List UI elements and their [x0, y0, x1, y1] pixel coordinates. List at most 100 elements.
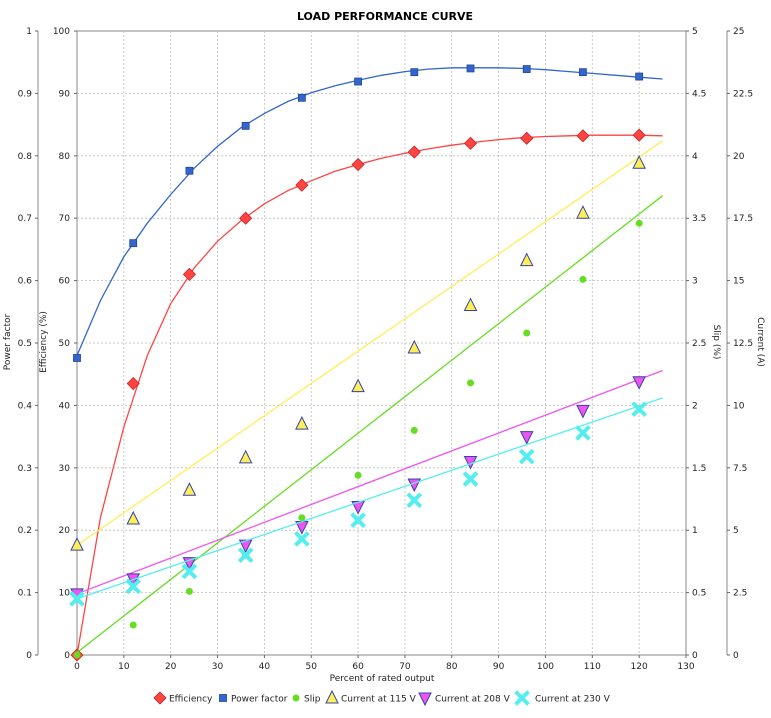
power-factor-point: [129, 239, 138, 248]
x-tick-label: 10: [118, 662, 130, 672]
current-tick-label: 17.5: [733, 214, 753, 224]
current-at-115-v-point: [126, 510, 141, 525]
efficiency-tick-label: 10: [59, 589, 71, 599]
x-tick-label: 60: [352, 662, 364, 672]
x-tick-label: 120: [631, 662, 648, 672]
efficiency-tick-label: 0: [64, 651, 70, 661]
x-tick-label: 40: [259, 662, 271, 672]
grid-group: [76, 30, 687, 656]
x-tick-label: 50: [306, 662, 318, 672]
efficiency-tick-label: 30: [59, 464, 71, 474]
slip-point: [410, 426, 418, 434]
legend-label: Current at 115 V: [341, 695, 417, 705]
slip-point: [73, 651, 81, 659]
current-at-230-v-point: [125, 578, 142, 595]
power-factor-tick-label: 0.5: [18, 339, 32, 349]
power-factor-point: [466, 64, 475, 73]
current-tick-label: 5: [733, 526, 739, 536]
slip-tick-label: 2: [692, 401, 698, 411]
slip-tick-label: 1.5: [692, 464, 706, 474]
power-factor-point: [73, 354, 81, 362]
efficiency-point: [239, 211, 253, 225]
current-at-115-v-point: [463, 297, 478, 312]
current-tick-label: 25: [733, 27, 744, 37]
legend-item-efficiency: Efficiency: [153, 691, 213, 705]
power-factor-tick-label: 1: [26, 27, 32, 37]
current-tick-label: 22.5: [733, 89, 753, 99]
current-at-115-v-point: [576, 205, 590, 219]
current-at-115-v-point: [70, 537, 84, 551]
current-at-208-v-point: [238, 539, 253, 554]
slip-point: [185, 587, 193, 595]
chart-title: LOAD PERFORMANCE CURVE: [297, 10, 473, 23]
legend-item-current-at-208-v: Current at 208 V: [418, 692, 511, 707]
current-at-230-v-series: [69, 397, 663, 607]
slip-point: [467, 379, 475, 387]
current-at-230-v-point: [350, 512, 366, 529]
efficiency-tick-label: 90: [59, 89, 71, 99]
legend-label: Current at 208 V: [435, 695, 511, 705]
power-factor-tick-label: 0.4: [18, 401, 33, 411]
power-factor-point: [185, 166, 194, 175]
legend-label: Current at 230 V: [535, 695, 611, 705]
current-at-230-v-point: [69, 591, 85, 607]
current-tick-label: 15: [733, 277, 744, 287]
current-at-230-v-curve: [76, 397, 663, 600]
power-factor-tick-label: 0.1: [18, 589, 32, 599]
legend-marker: [514, 690, 530, 706]
power-factor-tick-label: 0.7: [18, 214, 32, 224]
efficiency-point: [126, 376, 140, 391]
current-at-230-v-point: [181, 563, 198, 580]
efficiency-point: [576, 129, 590, 143]
current-at-115-v-series: [70, 140, 663, 551]
current-tick-label: 12.5: [733, 339, 753, 349]
x-tick-label: 80: [446, 662, 458, 672]
power-factor-series: [73, 64, 663, 362]
current-at-208-v-point: [351, 500, 365, 515]
legend-marker: [153, 691, 167, 705]
efficiency-point: [632, 128, 646, 142]
slip-tick-label: 4.5: [692, 89, 706, 99]
current-at-230-v-point: [462, 471, 479, 487]
legend-item-slip: Slip: [292, 694, 321, 705]
current-at-115-v-point: [182, 482, 197, 496]
slip-point: [354, 471, 362, 479]
current-at-230-v-point: [294, 531, 310, 547]
efficiency-point: [182, 267, 196, 281]
slip-axis-label: Slip (%): [711, 325, 721, 360]
power-factor-tick-label: 0.8: [18, 152, 33, 162]
efficiency-tick-label: 50: [59, 339, 71, 349]
power-factor-tick-label: 0.3: [18, 464, 32, 474]
efficiency-point: [351, 157, 365, 172]
x-tick-label: 30: [212, 662, 224, 672]
current-at-115-v-point: [632, 155, 646, 169]
slip-tick-label: 3.5: [692, 214, 706, 224]
efficiency-tick-label: 100: [53, 27, 70, 37]
x-tick-label: 70: [399, 662, 411, 672]
slip-tick-label: 3: [692, 277, 698, 287]
current-at-115-v-curve: [76, 140, 663, 546]
current-tick-label: 2.5: [733, 589, 747, 599]
legend-marker: [219, 694, 227, 702]
legend-item-current-at-230-v: Current at 230 V: [514, 690, 611, 706]
current-tick-label: 0: [733, 651, 739, 661]
power-factor-point: [635, 72, 644, 81]
current-at-115-v-point: [519, 252, 534, 267]
x-axis-label: Percent of rated output: [330, 674, 435, 684]
current-tick-label: 10: [733, 401, 745, 411]
slip-tick-label: 1: [692, 526, 698, 536]
current-at-115-v-point: [295, 416, 309, 430]
power-factor-tick-label: 0.2: [18, 526, 32, 536]
power-factor-point: [522, 65, 531, 73]
legend-marker: [292, 694, 300, 702]
current-at-115-v-point: [407, 339, 422, 354]
current-axis-label: Current (A): [755, 317, 765, 367]
current-at-208-v-point: [519, 431, 534, 445]
slip-point: [635, 219, 643, 227]
current-at-230-v-point: [518, 448, 535, 465]
legend-marker: [418, 692, 432, 707]
slip-tick-label: 2.5: [692, 339, 706, 349]
current-at-208-v-point: [576, 404, 590, 419]
